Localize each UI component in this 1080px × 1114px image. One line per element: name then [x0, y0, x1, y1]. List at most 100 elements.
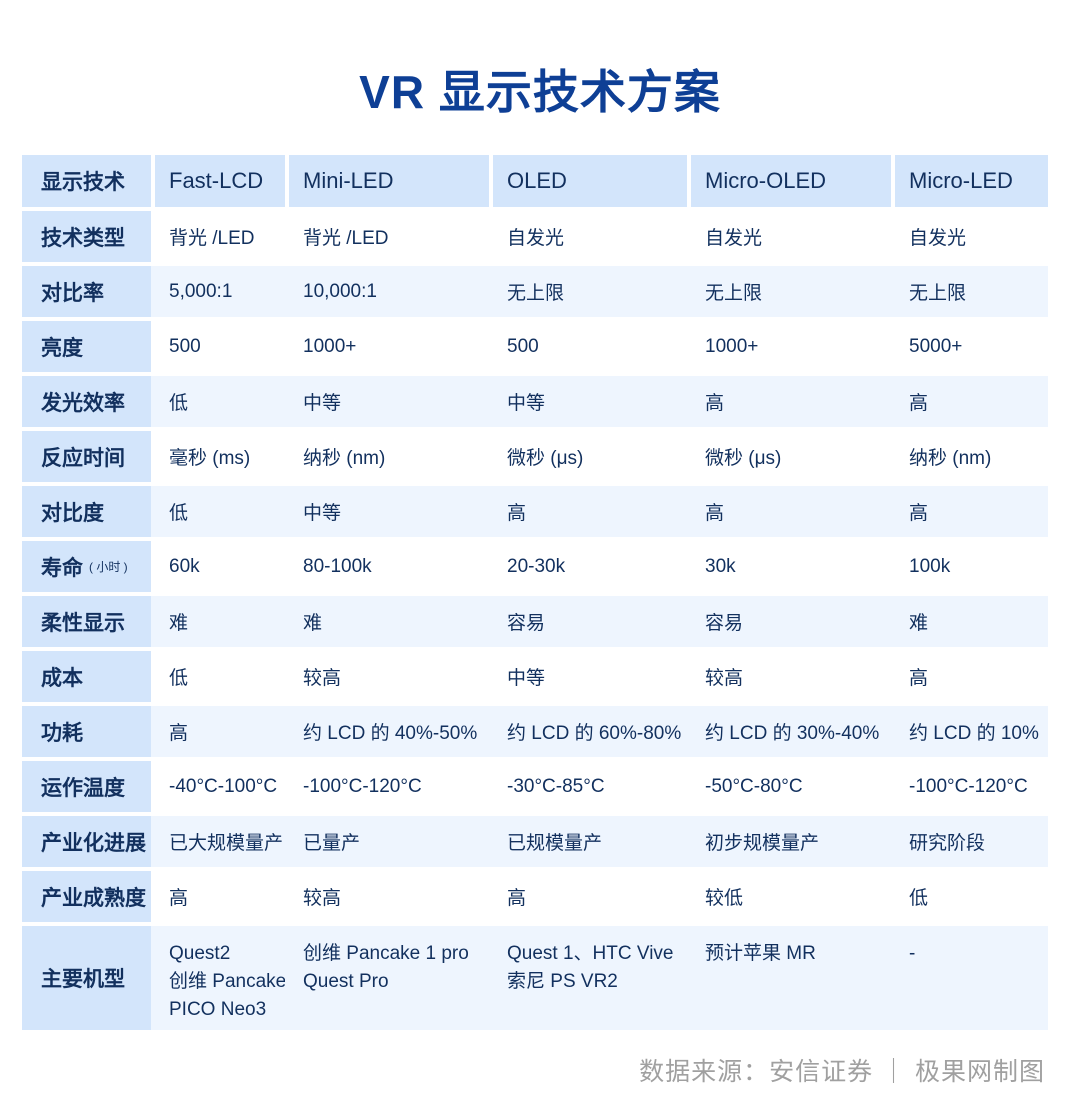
row-label: 发光效率 — [22, 376, 151, 427]
table-cell: 纳秒 (nm) — [909, 448, 992, 469]
table-row: 产业化进展 已大规模量产 已量产 已规模量产 初步规模量产 研究阶段 — [22, 816, 1048, 867]
table-cell: 20-30k — [507, 555, 566, 577]
model-line: Quest 1、HTC Vive — [507, 943, 674, 964]
row-label: 反应时间 — [22, 431, 151, 482]
table-cell: 高 — [895, 376, 1048, 427]
cell-gap — [891, 486, 895, 537]
table-cell: 较低 — [705, 888, 744, 909]
table-cell: 500 — [169, 335, 201, 357]
table-cell: 容易 — [691, 596, 891, 647]
model-line: 预计苹果 MR — [705, 943, 816, 964]
cell-gap — [489, 816, 493, 867]
table-cell: 难 — [155, 596, 285, 647]
row-label-note: ( 小时 ) — [89, 560, 128, 574]
cell-gap — [285, 486, 289, 537]
cell-gap — [285, 926, 289, 1030]
table-row: 功耗高约 LCD 的 40%-50% 约 LCD 的 60%-80% 约 LCD 的… — [22, 706, 1048, 757]
cell-gap — [489, 266, 493, 317]
cell-gap — [687, 926, 691, 1030]
table-row: 寿命 ( 小时 ) 60k 80-100k 20-30k 30k 100k — [22, 541, 1048, 592]
header-cell: OLED — [493, 155, 687, 207]
table-cell: Quest 1、HTC Vive 索尼 PS VR2 — [493, 926, 687, 1030]
table-cell: 预计苹果 MR — [691, 926, 891, 1030]
table-cell: 中等 — [289, 376, 489, 427]
table-row: 对比度低中等高高高 — [22, 486, 1048, 537]
table-cell: 无上限 — [493, 266, 687, 317]
row-label: 寿命 ( 小时 ) — [22, 541, 151, 592]
table-cell: 约 LCD 的 30%-40% — [691, 706, 891, 757]
cell-gap — [489, 596, 493, 647]
table-row: 发光效率低中等 中等高高 — [22, 376, 1048, 427]
model-line: 索尼 PS VR2 — [507, 971, 618, 992]
row-label-text: 产业成熟度 — [41, 886, 146, 910]
table-cell: 高 — [909, 668, 929, 689]
cell-gap — [285, 266, 289, 317]
cell-gap — [687, 376, 691, 427]
cell-gap — [891, 926, 895, 1030]
table-cell: 1000+ — [303, 335, 357, 357]
table-cell: 初步规模量产 — [691, 816, 891, 867]
cell-gap — [151, 486, 155, 537]
header-cell: 显示技术 — [22, 155, 151, 207]
row-label-text: 功耗 — [41, 721, 83, 745]
table-cell: 低 — [909, 888, 929, 909]
table-row: 柔性显示难难容易 容易难 — [22, 596, 1048, 647]
cell-gap — [891, 376, 895, 427]
table-cell: 高 — [169, 888, 189, 909]
table-row-models: 主要机型 Quest2 创维 Pancake 1 PICO Neo3 创维 Pancak… — [22, 926, 1048, 1030]
row-label-text: 对比度 — [41, 501, 104, 525]
cell-gap — [489, 155, 493, 207]
cell-gap — [489, 376, 493, 427]
cell-gap — [151, 816, 155, 867]
row-label: 技术类型 — [22, 211, 151, 262]
header-cell: Mini-LED — [289, 155, 489, 207]
table-cell: 已大规模量产 — [155, 816, 285, 867]
table-cell: -100°C-120°C — [909, 775, 1028, 797]
table-cell: 80-100k — [303, 555, 372, 577]
row-label-text: 柔性显示 — [41, 611, 125, 635]
cell-gap — [891, 155, 895, 207]
cell-gap — [151, 926, 155, 1030]
row-label: 柔性显示 — [22, 596, 151, 647]
table-row: 对比率 5,000:1 10,000:1 无上限 无上限 无上限 — [22, 266, 1048, 317]
model-line: Quest2 — [169, 943, 231, 964]
table-cell: 约 LCD 的 10% — [895, 706, 1048, 757]
header-cell: Micro-LED — [895, 155, 1048, 207]
cell-gap — [285, 155, 289, 207]
table-row: 反应时间 毫秒 (ms) 纳秒 (nm) 微秒 (μs) 微秒 (μs) 纳秒 (nm) — [22, 431, 1048, 482]
table-cell: 低 — [169, 668, 189, 689]
row-label: 产业成熟度 — [22, 871, 151, 922]
table-cell: 较高 — [705, 668, 744, 689]
row-label: 产业化进展 — [22, 816, 151, 867]
row-label: 对比度 — [22, 486, 151, 537]
row-label-text: 对比率 — [41, 281, 104, 305]
table-cell: -30°C-85°C — [507, 775, 605, 797]
table-cell: 约 LCD 的 40%-50% — [289, 706, 489, 757]
cell-gap — [151, 376, 155, 427]
cell-gap — [687, 155, 691, 207]
table-cell: 高 — [691, 376, 891, 427]
table-cell: 中等 — [289, 486, 489, 537]
source-footer: 数据来源：安信证券 ｜ 极果网制图 — [639, 1058, 1045, 1086]
row-label: 运作温度 — [22, 761, 151, 812]
row-label: 亮度 — [22, 321, 151, 372]
table-cell: 5000+ — [909, 335, 963, 357]
table-cell: 无上限 — [691, 266, 891, 317]
table-cell: 已量产 — [289, 816, 489, 867]
table-cell: 100k — [909, 555, 951, 577]
table-cell: 容易 — [493, 596, 687, 647]
table-cell: 背光 /LED — [169, 228, 255, 249]
cell-gap — [151, 706, 155, 757]
table-cell: 背光 /LED — [303, 228, 389, 249]
table-cell: -50°C-80°C — [705, 775, 803, 797]
table-cell: 难 — [895, 596, 1048, 647]
table-cell: 约 LCD 的 60%-80% — [493, 706, 687, 757]
cell-gap — [285, 816, 289, 867]
model-line: PICO Neo3 — [169, 999, 267, 1020]
table-header-row: 显示技术 Fast-LCD Mini-LED OLED Micro-OLED Micro-… — [22, 155, 1048, 207]
table-cell: 无上限 — [895, 266, 1048, 317]
page-title: VR 显示技术方案 — [359, 66, 721, 118]
table-cell: 中等 — [493, 376, 687, 427]
table-cell: 高 — [493, 486, 687, 537]
table-cell: 低 — [155, 486, 285, 537]
